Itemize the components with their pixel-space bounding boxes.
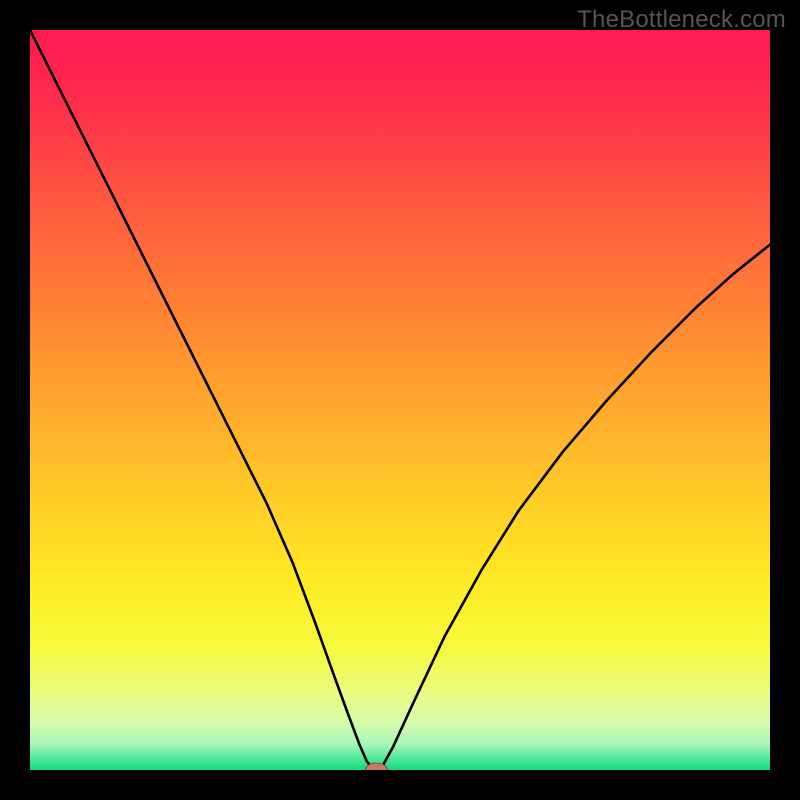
chart-frame: TheBottleneck.com xyxy=(0,0,800,800)
bottleneck-chart xyxy=(30,30,770,770)
chart-background xyxy=(30,30,770,770)
bottleneck-chart-svg xyxy=(30,30,770,770)
